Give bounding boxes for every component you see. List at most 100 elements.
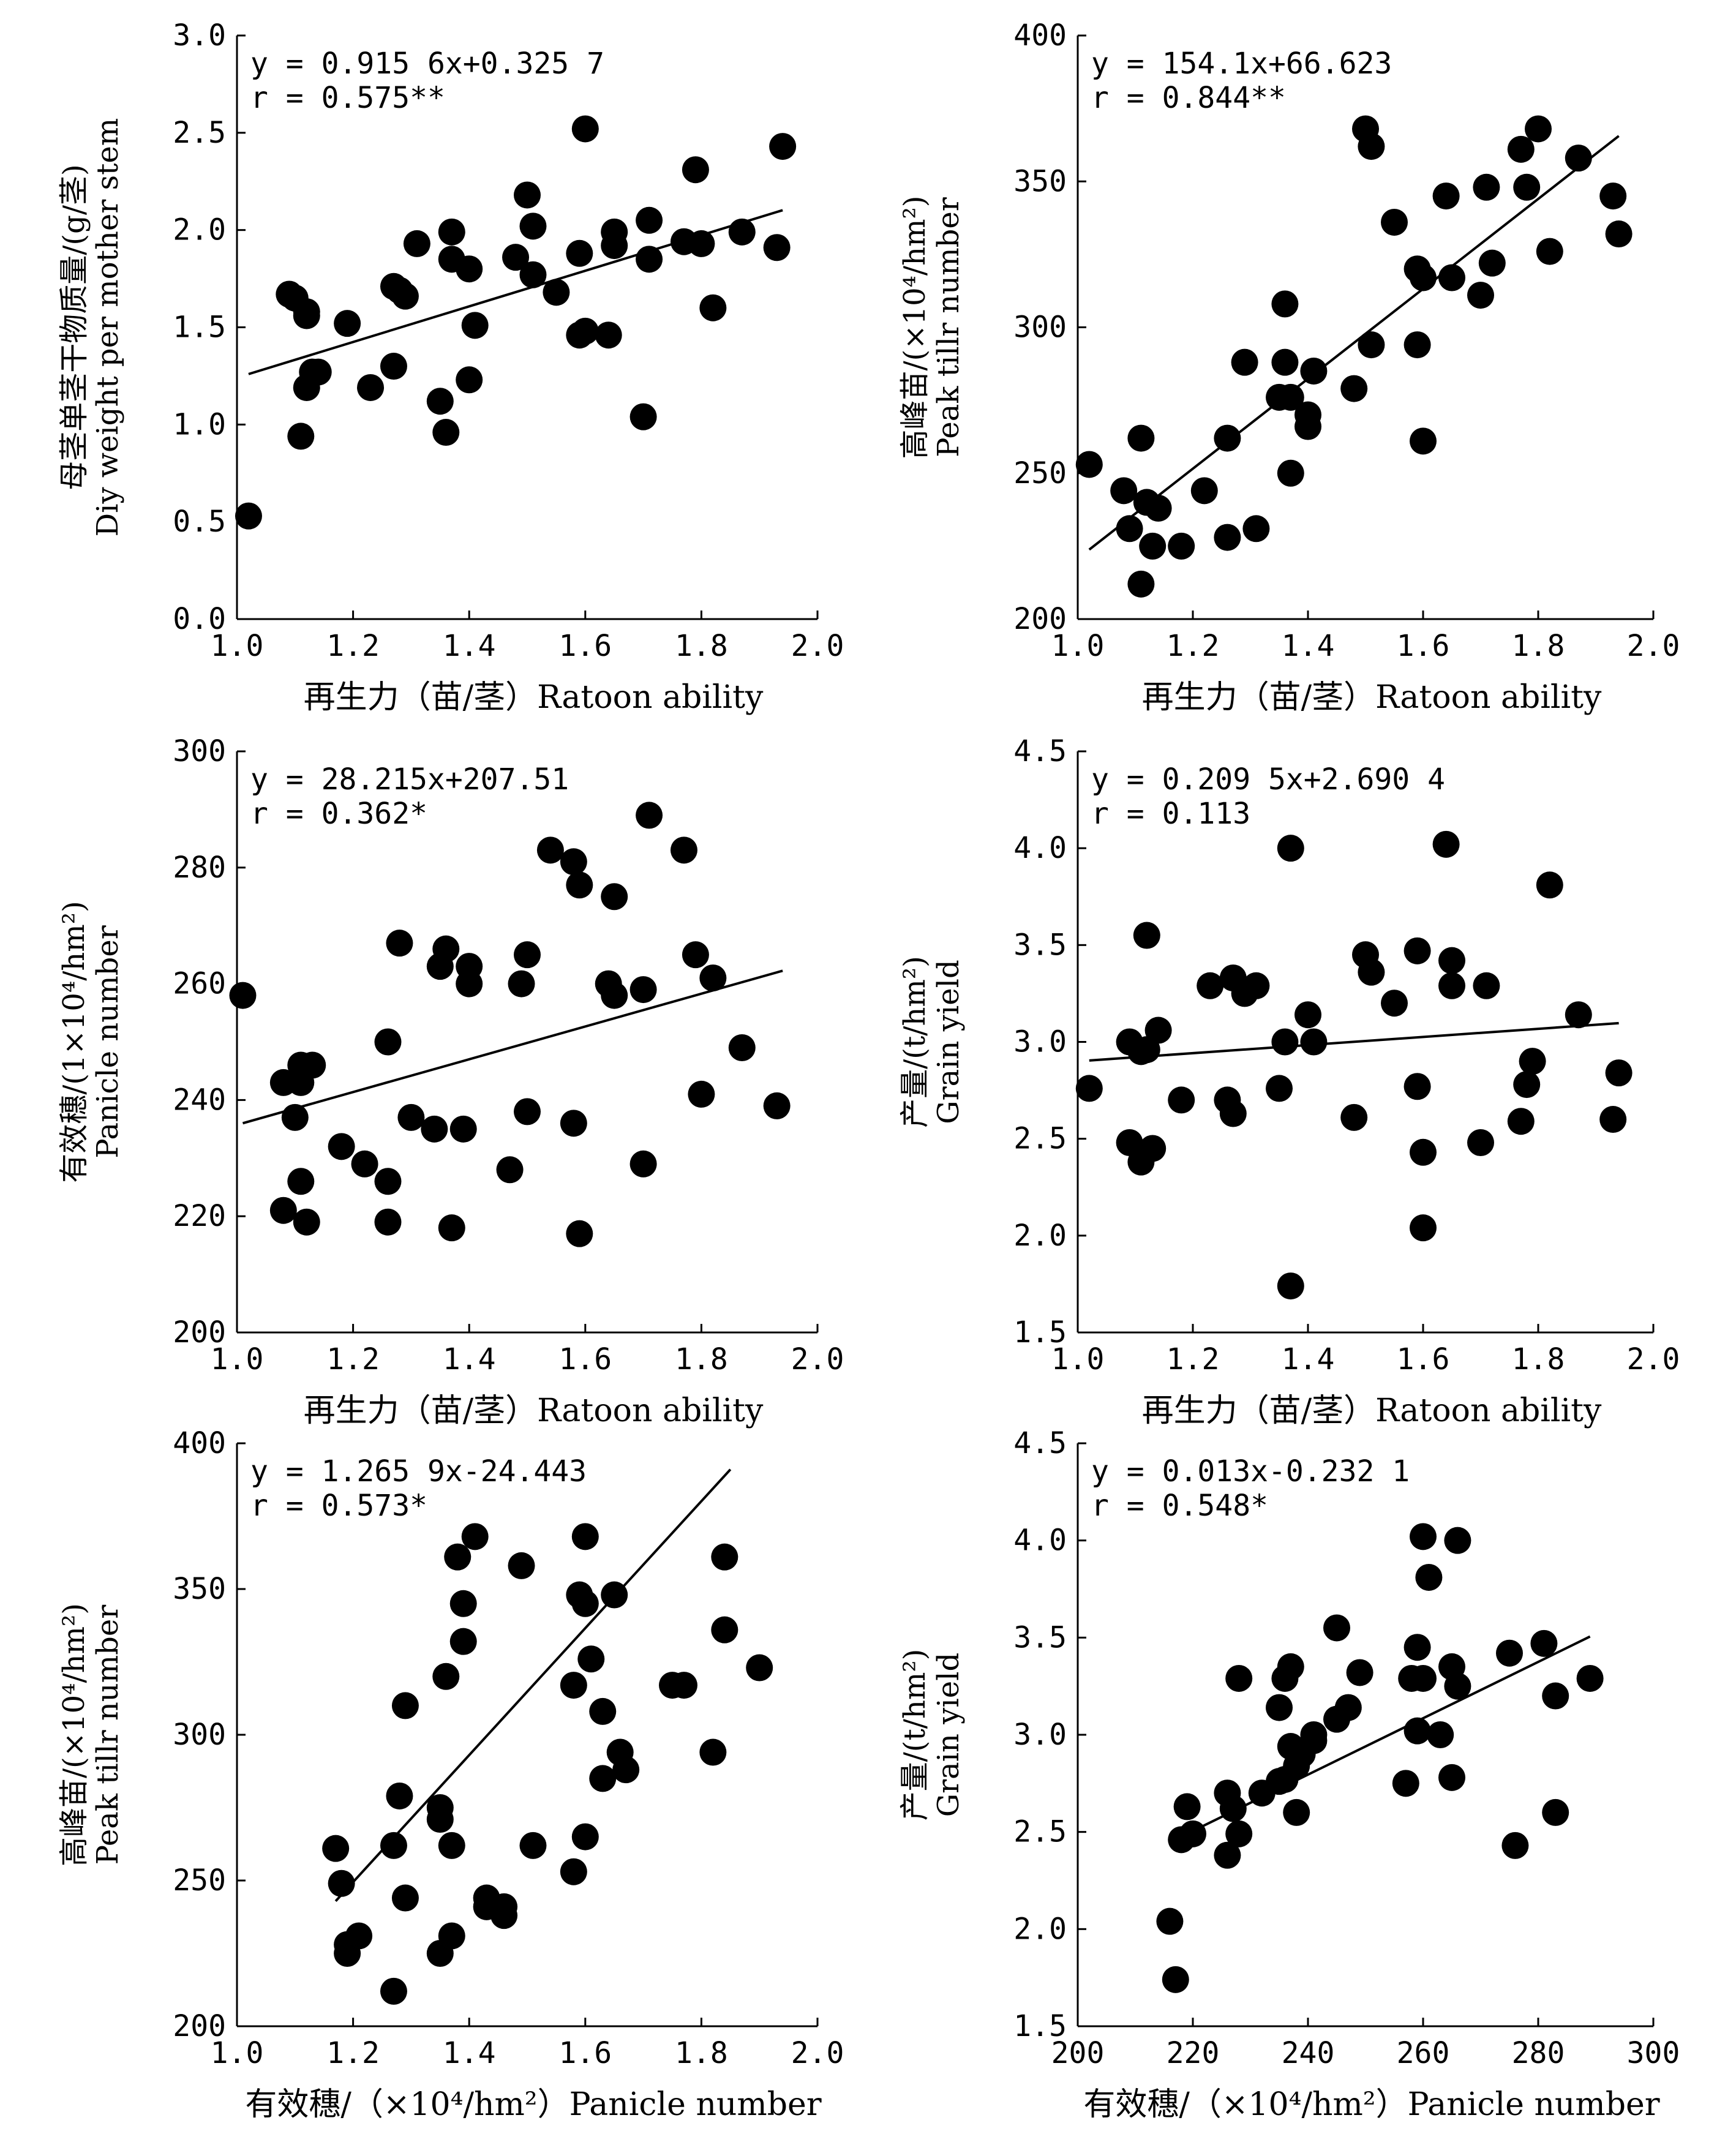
y-tick-label: 1.5 [173,310,226,345]
y-tick-label: 250 [1013,456,1067,490]
data-point [1536,871,1563,899]
y-axis-label-en: Grain yield [931,1653,966,1817]
data-point [351,1150,378,1178]
correlation-coefficient: r = 0.362* [250,797,427,831]
data-point [1358,133,1385,160]
x-tick-label: 1.0 [1051,1342,1105,1377]
x-tick-label: 1.8 [675,629,728,663]
data-point [571,1523,599,1550]
data-point [566,1220,593,1247]
data-point [1410,1138,1437,1166]
data-point [601,982,628,1009]
data-point [287,423,315,450]
data-point [1381,208,1408,236]
data-point [688,230,715,257]
data-point [1271,348,1299,376]
data-point [1214,1841,1241,1869]
data-point [1346,1659,1373,1686]
data-point [1075,451,1103,478]
data-point [670,836,697,864]
data-point [1133,922,1160,949]
data-point [1507,135,1535,163]
data-point [1162,1966,1189,1993]
data-point [1513,173,1541,201]
data-point [612,1756,640,1784]
data-point [560,1672,587,1699]
data-point [1519,1048,1546,1075]
x-tick-label: 1.8 [1512,629,1565,663]
x-tick-label: 1.4 [443,1342,496,1377]
data-point [1242,972,1270,999]
data-point [1496,1639,1523,1667]
data-point [699,294,727,321]
y-tick-label: 1.5 [1013,1315,1067,1350]
y-tick-label: 3.0 [1013,1718,1067,1752]
data-point [449,1115,477,1143]
data-point [1266,1694,1293,1721]
data-point [589,1697,617,1725]
y-axis-label: 有效穗/(1×10⁴/hm²) Panicle number [57,901,125,1183]
data-point [304,358,332,386]
data-point [391,282,419,310]
data-point [543,279,570,306]
data-point [1127,424,1155,452]
y-tick-label: 2.0 [1013,1912,1067,1946]
x-tick-label: 1.4 [443,2036,496,2070]
data-point [1478,249,1506,277]
data-point [1340,375,1368,402]
data-point [636,246,663,273]
x-axis-label: 有效穗/（×10⁴/hm²）Panicle number [245,2086,821,2123]
y-tick-label: 0.0 [173,602,226,636]
data-point [438,1832,465,1859]
data-point [444,1543,472,1571]
x-tick-label: 2.0 [791,629,844,663]
data-point [566,239,593,267]
data-point [1277,1653,1304,1680]
data-point [595,321,622,349]
y-tick-label: 3.5 [1013,928,1067,962]
data-point [461,1523,489,1550]
y-tick-label: 2.0 [1013,1219,1067,1253]
data-point [1536,238,1563,265]
regression-equation: y = 0.013x-0.232 1 [1091,1454,1410,1489]
y-tick-label: 300 [173,734,226,768]
data-point [1127,570,1155,598]
y-tick-label: 200 [1013,602,1067,636]
y-tick-label: 4.5 [1013,1426,1067,1460]
chart-panel-4: 产量/(t/hm²) Grain yield 再生力（苗/茎）Ratoon ab… [898,734,1680,1429]
data-point [1300,1028,1328,1056]
y-tick-label: 3.0 [1013,1025,1067,1059]
x-axis-label: 有效穗/（×10⁴/hm²）Panicle number [1083,2086,1659,2123]
x-tick-label: 1.4 [1282,1342,1335,1377]
data-point [682,941,709,969]
data-point [1605,220,1633,248]
data-point [403,230,430,257]
data-point [1358,958,1385,986]
data-point [449,1590,477,1617]
data-point [1219,1100,1247,1127]
data-point [380,353,407,380]
y-axis-label-en: Peak tillr number [91,1605,125,1865]
x-tick-label: 1.8 [675,2036,728,2070]
data-point [1168,532,1195,560]
y-tick-label: 4.5 [1013,734,1067,768]
chart-panel-3: 有效穗/(1×10⁴/hm²) Panicle number 再生力（苗/茎）R… [57,734,844,1429]
data-point [1599,182,1627,210]
data-point [536,836,564,864]
data-point [293,302,320,329]
y-tick-label: 3.5 [1013,1620,1067,1655]
data-point [566,871,593,899]
y-tick-label: 1.0 [173,407,226,441]
data-point [571,1590,599,1617]
data-point [432,1663,460,1690]
data-point [1294,1001,1321,1029]
correlation-coefficient: r = 0.575** [250,81,445,115]
y-tick-label: 240 [173,1083,226,1117]
x-tick-label: 2.0 [1627,629,1680,663]
y-axis-label-cn: 产量/(t/hm²) [898,956,932,1128]
data-point [235,502,262,530]
data-point [1139,1135,1167,1162]
x-tick-label: 1.8 [675,1342,728,1377]
x-tick-label: 280 [1512,2036,1565,2070]
data-point [299,1051,326,1079]
